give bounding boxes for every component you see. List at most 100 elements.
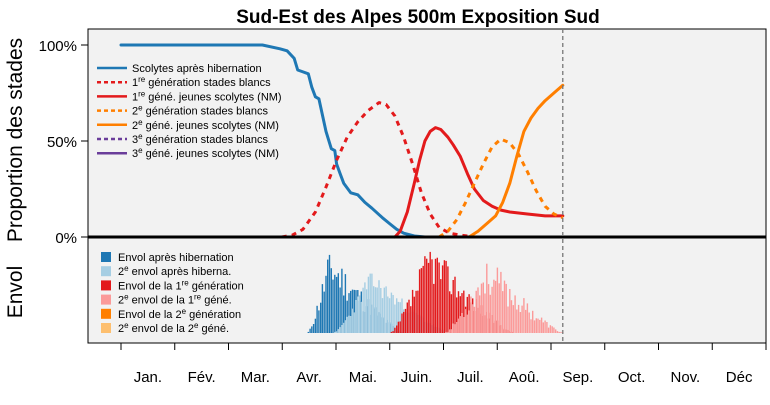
x-tick-label: Nov. [671, 369, 701, 386]
flight-bar [429, 251, 431, 333]
flight-bar [466, 314, 468, 333]
y-tick-label: 50% [47, 134, 77, 151]
flight-bar [348, 315, 350, 333]
x-tick-label: Fév. [188, 369, 216, 386]
flight-bar [436, 257, 438, 333]
flight-bar [367, 276, 370, 333]
flight-bar [394, 327, 396, 333]
flight-bar [408, 299, 410, 333]
flight-bar [374, 287, 377, 333]
flight-bar [316, 305, 318, 333]
flight-bar [544, 320, 546, 333]
flight-bar [491, 286, 493, 333]
flight-bar [514, 295, 516, 333]
flight-bar [335, 331, 338, 333]
flight-bar [457, 318, 460, 333]
y-axis: 100% 50% 0% [39, 38, 88, 247]
x-tick-label: Aoû. [509, 369, 540, 386]
y-tick-label: 0% [55, 230, 77, 247]
flight-bar [457, 291, 460, 333]
stage-lines [119, 43, 565, 239]
flight-bar [434, 258, 437, 333]
flight-bar [472, 304, 474, 333]
flight-bar [452, 323, 454, 333]
flight-bar [560, 331, 562, 333]
flight-bar [533, 320, 536, 333]
flight-bar [380, 288, 382, 333]
flight-bar [512, 305, 514, 333]
series-line [281, 101, 475, 239]
flight-bar [523, 298, 525, 333]
flight-bar [480, 283, 483, 333]
flight-bar [517, 304, 520, 333]
flight-bar [528, 312, 530, 333]
chart-title: Sud-Est des Alpes 500m Exposition Sud [236, 7, 600, 28]
flight-bar [459, 296, 461, 333]
flight-bar [385, 286, 387, 333]
flight-bar [426, 258, 428, 333]
flight-bar [443, 260, 446, 333]
flight-bar [413, 296, 415, 333]
legend-label: 1re génération stades blancs [132, 75, 271, 89]
flight-bar [431, 259, 433, 333]
flight-bar [532, 310, 534, 333]
flight-bar [546, 322, 548, 333]
flight-bar [376, 287, 378, 333]
flight-bar [353, 289, 355, 333]
flight-bar [540, 317, 543, 333]
flight-bar [350, 290, 352, 333]
flight-bar [392, 295, 394, 333]
flight-bar [498, 283, 500, 333]
flight-bar [341, 325, 343, 333]
flight-bar [447, 266, 449, 333]
legend-label: 2e envol de la 2e géné. [118, 321, 229, 335]
flight-bar [482, 282, 484, 333]
flight-bar [479, 295, 481, 333]
flight-bar [364, 282, 366, 333]
flight-bar [415, 290, 417, 333]
flight-bar [351, 308, 354, 333]
flight-bar [505, 283, 507, 333]
legend-swatch [101, 266, 111, 277]
flight-bar [396, 325, 398, 333]
flight-bar [463, 317, 465, 333]
flight-bar [454, 324, 456, 333]
flight-bar [309, 328, 311, 333]
flight-bar [403, 311, 405, 333]
flight-bar [339, 287, 341, 333]
flight-bar [493, 279, 495, 333]
flight-bar [547, 327, 550, 333]
legend-label: 2e envol après hiberna. [118, 264, 231, 278]
flight-bar [449, 291, 451, 333]
flight-bar [311, 326, 313, 333]
legend-label: 2e envol de la 1re géné. [118, 293, 232, 307]
legend-swatch [101, 308, 111, 319]
flight-bar [332, 279, 334, 333]
flight-bar [470, 296, 472, 333]
flight-bar [360, 301, 362, 333]
flight-bar [445, 331, 447, 333]
flight-bar [447, 331, 449, 333]
flight-bar [422, 265, 424, 333]
flight-bar [553, 327, 555, 333]
flight-bar [314, 318, 317, 333]
flight-bar [383, 287, 385, 333]
flight-bar [401, 313, 403, 333]
y-axis-label-bottom: Envol [4, 266, 27, 319]
flight-bar [509, 289, 511, 333]
flight-bar [530, 319, 532, 333]
legend-swatch [101, 323, 111, 333]
flight-bar [418, 269, 421, 333]
flight-bar [549, 325, 552, 333]
flight-bar [344, 274, 347, 333]
flight-bar [396, 298, 398, 333]
flight-bar [339, 327, 341, 333]
flight-bar [537, 318, 539, 333]
flight-bar [341, 268, 343, 333]
series-line [438, 137, 564, 239]
flight-bar [307, 331, 309, 333]
flight-bar [424, 256, 426, 333]
flight-bar [452, 280, 454, 333]
flight-bar [387, 296, 389, 333]
